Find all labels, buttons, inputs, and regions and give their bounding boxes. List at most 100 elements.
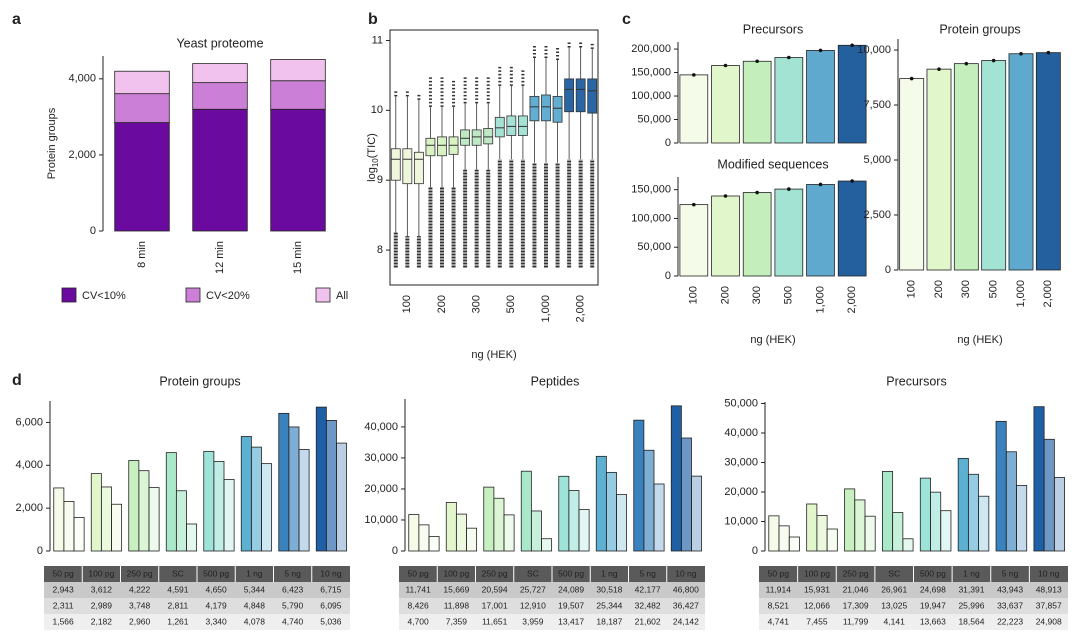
table-cell: 4,740 [282, 616, 304, 626]
bar-segment [114, 122, 170, 232]
table-cell: 3,340 [205, 616, 227, 626]
bar [466, 527, 478, 552]
x-tick-label: 1,000 [540, 295, 552, 323]
x-tick-label: 15 min [292, 241, 304, 274]
y-tick-label: 6,000 [15, 416, 43, 428]
legend-label: CV<20% [206, 290, 250, 302]
box [483, 128, 494, 145]
bar [953, 63, 979, 271]
table-header-cell: SC [172, 568, 184, 578]
bar-segment [114, 93, 170, 123]
table-header-cell: 10 ng [675, 568, 697, 578]
table-cell: 8,426 [407, 600, 429, 610]
table-cell: 24,908 [1036, 616, 1062, 626]
bar [503, 514, 515, 552]
chart-title: Protein groups [939, 22, 1020, 36]
table-header-cell: 250 pg [127, 568, 153, 578]
table-header-cell: 100 pg [443, 568, 469, 578]
y-tick-label: 10,000 [724, 515, 758, 527]
bar [1035, 52, 1061, 271]
panel-label: d [12, 372, 22, 389]
point [818, 182, 823, 187]
chart-title: Yeast proteome [176, 36, 263, 50]
bar [978, 495, 990, 552]
y-tick-label: 100,000 [631, 90, 671, 102]
bar-segment [192, 63, 248, 84]
chart-title: Precursors [743, 22, 803, 36]
bar [63, 501, 75, 552]
bar [278, 412, 290, 552]
bar [445, 501, 457, 552]
y-axis-label-end: (TIC) [366, 133, 378, 158]
table-header-cell: SC [888, 568, 900, 578]
table-cell: 37,857 [1036, 600, 1062, 610]
table-cell: 6,095 [320, 600, 342, 610]
bar [616, 494, 628, 552]
table-cell: 2,943 [52, 584, 74, 594]
legend-label: All [336, 290, 348, 302]
table-cell: 43,943 [997, 584, 1023, 594]
y-tick-label: 30,000 [364, 452, 398, 464]
table-header-cell: 5 ng [284, 568, 301, 578]
bar [90, 473, 102, 552]
y-tick-label: 30,000 [724, 456, 758, 468]
bar [165, 452, 177, 552]
legend-swatch [61, 287, 77, 303]
y-axis-label: log10(TIC) [366, 133, 380, 182]
table-header-cell: 100 pg [88, 568, 114, 578]
bar [578, 508, 590, 552]
point [755, 59, 759, 64]
table-header-cell: SC [527, 568, 539, 578]
y-tick-label: 7,500 [863, 99, 891, 111]
box [529, 95, 540, 122]
bar [408, 514, 420, 552]
y-tick-label: 2,500 [863, 209, 891, 221]
table-row [759, 598, 1068, 614]
bar [418, 524, 430, 552]
panel-label: b [368, 11, 378, 28]
y-tick-label: 0 [392, 545, 398, 557]
bar [643, 449, 655, 552]
panel-label: c [622, 11, 631, 28]
bar [902, 538, 914, 552]
bar [926, 68, 952, 271]
table-cell: 25,727 [520, 584, 546, 594]
bar [261, 463, 273, 552]
table-row [759, 582, 1068, 598]
bar [250, 446, 262, 552]
bar [1005, 451, 1017, 552]
bar [981, 60, 1007, 271]
bar [128, 460, 140, 552]
bar [428, 536, 440, 552]
point [723, 63, 728, 68]
table-cell: 4,222 [129, 584, 151, 594]
point [692, 73, 696, 77]
table-cell: 2,811 [168, 600, 189, 610]
bar [670, 405, 682, 552]
point [723, 194, 728, 198]
y-tick-label: 10,000 [857, 44, 891, 56]
x-tick-label: 100 [688, 286, 700, 304]
box [471, 129, 482, 146]
bar [53, 487, 65, 552]
box [564, 78, 575, 113]
x-tick-label: 300 [751, 286, 763, 304]
table-cell: 24,089 [558, 584, 584, 594]
point [937, 67, 941, 71]
table-header-cell: 50 pg [768, 568, 790, 578]
bar [315, 406, 327, 552]
box [587, 78, 598, 114]
bar [73, 517, 85, 552]
table-cell: 25,344 [596, 600, 622, 610]
y-tick-label: 50,000 [637, 241, 671, 253]
bar [679, 74, 709, 144]
table-header-cell: 500 pg [203, 568, 229, 578]
box [390, 148, 401, 181]
table-cell: 46,800 [673, 584, 699, 594]
x-tick-label: 500 [505, 295, 517, 313]
table-cell: 4,741 [768, 616, 790, 626]
bar [223, 479, 235, 552]
table-cell: 48,913 [1036, 584, 1062, 594]
x-tick-label: 8 min [136, 241, 148, 268]
table-cell: 18,187 [596, 616, 622, 626]
